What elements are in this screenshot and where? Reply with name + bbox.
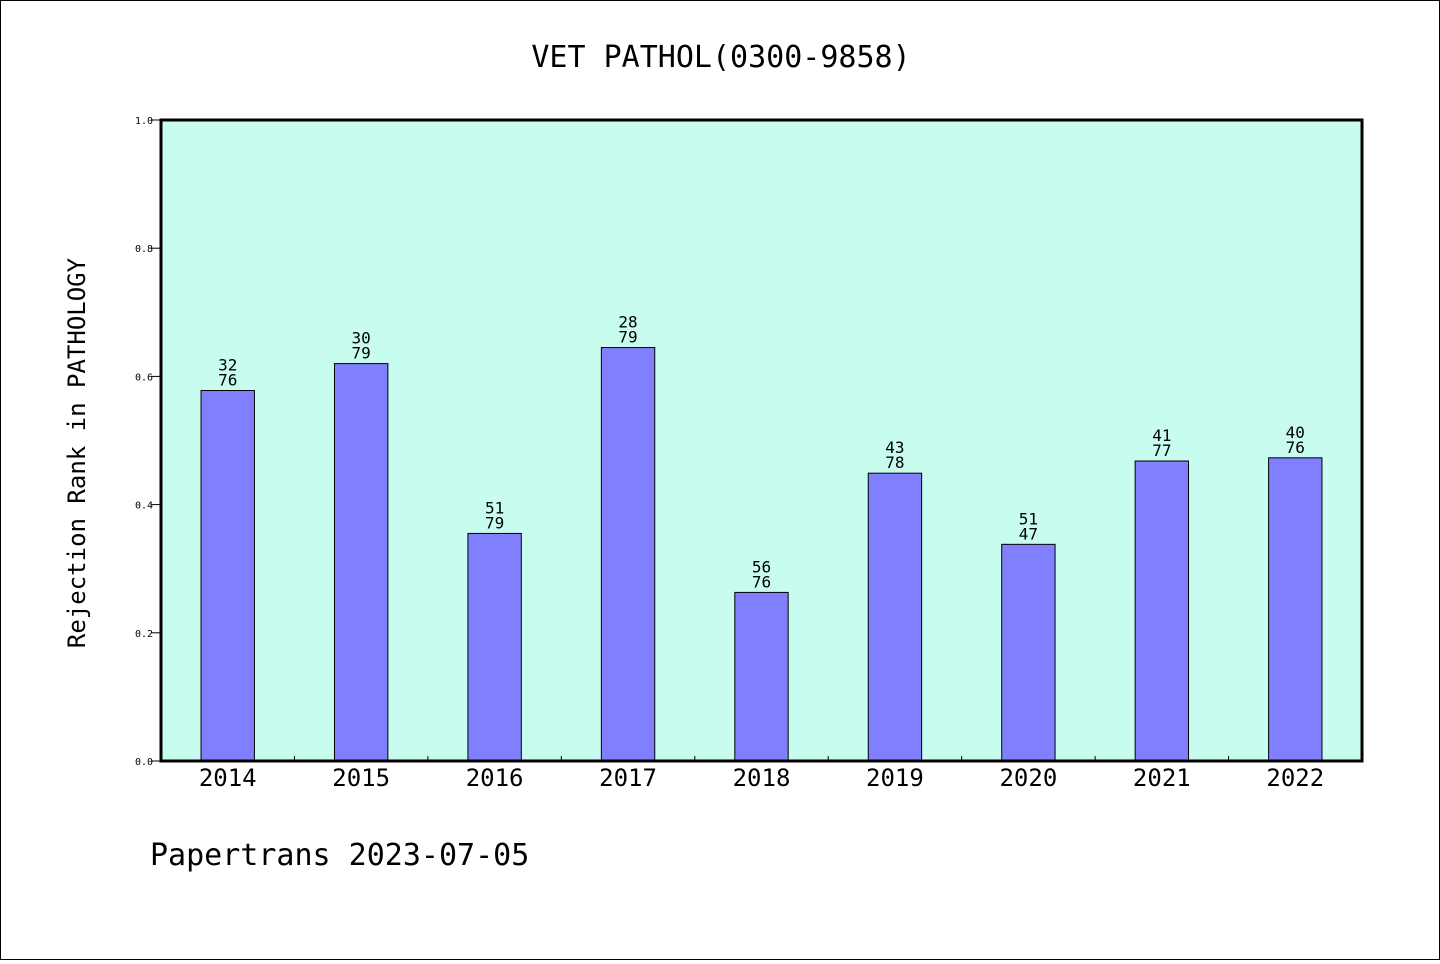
bar-2020 [1001, 543, 1056, 762]
x-tick-label-2016: 2016 [466, 764, 524, 792]
y-axis-label: Rejection Rank in PATHOLOGY [63, 257, 91, 648]
x-tick-label-2021: 2021 [1133, 764, 1191, 792]
bar-2017 [600, 347, 656, 762]
bar-label-bottom-2018: 76 [752, 572, 771, 591]
bar-label-top-2020: 51 [1019, 509, 1038, 528]
bar-label-top-2021: 41 [1152, 426, 1171, 445]
y-tick-label-1.0: 1.0 [135, 116, 153, 127]
x-tick-label-2014: 2014 [199, 764, 257, 792]
bar-label-top-2015: 30 [352, 329, 371, 348]
bar-label-bottom-2015: 79 [352, 344, 371, 363]
x-tick-label-2022: 2022 [1266, 764, 1324, 792]
bar-label-bottom-2020: 47 [1019, 524, 1038, 543]
x-tick-label-2019: 2019 [866, 764, 924, 792]
bar-label-top-2022: 40 [1286, 423, 1305, 442]
bar-label-top-2014: 32 [218, 356, 237, 375]
bar-2014 [200, 390, 255, 762]
footer-credit: Papertrans 2023-07-05 [150, 838, 529, 873]
bar-2015 [333, 363, 389, 762]
y-tick-label-0.0: 0.0 [135, 757, 153, 768]
bar-label-bottom-2021: 77 [1152, 441, 1171, 460]
plot-border [159, 118, 1364, 763]
bar-label-bottom-2014: 76 [218, 371, 237, 390]
x-tick-label-2020: 2020 [999, 764, 1057, 792]
bar-2019 [867, 472, 923, 762]
bar-label-bottom-2022: 76 [1286, 438, 1305, 457]
bar-label-top-2019: 43 [885, 438, 904, 457]
y-tick-label-0.6: 0.6 [135, 372, 153, 383]
x-tick-label-2015: 2015 [332, 764, 390, 792]
bar-2016 [467, 532, 522, 762]
y-tick-label-0.4: 0.4 [135, 501, 153, 512]
y-tick-label-0.2: 0.2 [135, 629, 153, 640]
bar-label-top-2018: 56 [752, 557, 771, 576]
bar-label-bottom-2019: 78 [885, 453, 904, 472]
y-tick-label-0.8: 0.8 [135, 244, 153, 255]
bar-label-top-2016: 51 [485, 498, 504, 517]
bar-label-bottom-2017: 79 [618, 328, 637, 347]
bar-label-top-2017: 28 [618, 313, 637, 332]
bar-2021 [1134, 460, 1190, 762]
bar-2022 [1268, 457, 1323, 762]
x-tick-label-2018: 2018 [733, 764, 791, 792]
chart-title: VET PATHOL(0300-9858) [531, 40, 910, 75]
bar-2018 [734, 591, 789, 762]
x-tick-label-2017: 2017 [599, 764, 657, 792]
bar-label-bottom-2016: 79 [485, 513, 504, 532]
